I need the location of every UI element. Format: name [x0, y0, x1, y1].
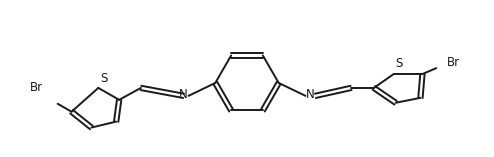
Text: N: N [306, 88, 315, 101]
Text: N: N [179, 88, 188, 101]
Text: S: S [101, 71, 108, 84]
Text: Br: Br [447, 56, 460, 69]
Text: Br: Br [30, 81, 43, 94]
Text: S: S [395, 57, 402, 70]
